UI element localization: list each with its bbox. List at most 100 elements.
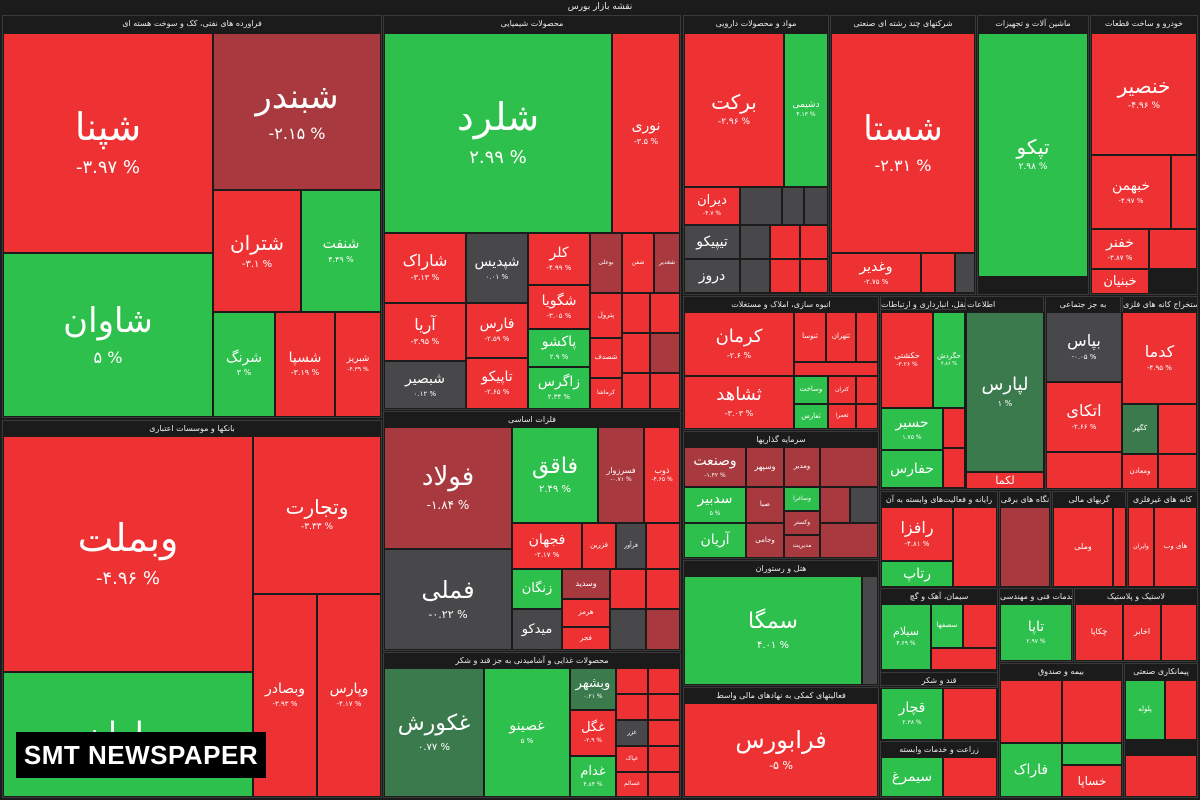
stock-tile[interactable]: قچار ۲.۳۸ % <box>881 688 943 740</box>
stock-tile[interactable]: شفن <box>622 233 654 293</box>
stock-tile[interactable]: کرمان -۲.۶ % <box>684 312 794 376</box>
stock-tile[interactable] <box>931 648 997 670</box>
stock-tile[interactable] <box>740 259 770 293</box>
stock-tile[interactable]: چکاپا <box>1075 604 1123 661</box>
stock-tile[interactable]: غدام ۴.۸۴ % <box>570 756 616 797</box>
stock-tile[interactable]: حسیر ۱.۷۵ % <box>881 408 943 450</box>
stock-tile[interactable]: وساخت <box>794 376 828 404</box>
stock-tile[interactable]: سمگا ۴.۰۱ % <box>684 576 862 685</box>
stock-tile[interactable]: زنگان <box>512 569 562 609</box>
stock-tile[interactable]: تیپیکو <box>684 225 740 259</box>
stock-tile[interactable]: وبشهر ۰.۲۱ % <box>570 668 616 710</box>
stock-tile[interactable]: ومدیر <box>784 447 820 487</box>
stock-tile[interactable]: نوری -۳.۵ % <box>612 33 680 233</box>
stock-tile[interactable]: وکستر <box>784 511 820 535</box>
stock-tile[interactable]: برکت -۲.۹۶ % <box>684 33 784 187</box>
stock-tile[interactable]: غگل -۲.۹ % <box>570 710 616 756</box>
stock-tile[interactable] <box>782 187 804 225</box>
stock-tile[interactable]: های وب <box>1154 507 1197 587</box>
stock-tile[interactable]: خبهمن -۴.۹۷ % <box>1091 155 1171 229</box>
stock-tile[interactable] <box>856 404 878 429</box>
stock-tile[interactable]: دروز <box>684 259 740 293</box>
stock-tile[interactable] <box>648 668 680 694</box>
stock-tile[interactable] <box>610 569 646 609</box>
stock-tile[interactable]: هرمز <box>562 599 610 627</box>
stock-tile[interactable]: اخابر <box>1123 604 1161 661</box>
stock-tile[interactable]: کگهر <box>1122 404 1158 454</box>
stock-tile[interactable] <box>921 253 955 293</box>
stock-tile[interactable]: وتجارت -۳.۳۳ % <box>253 436 381 594</box>
stock-tile[interactable]: حگردش ۴.۸۶ % <box>933 312 965 408</box>
stock-tile[interactable]: آریان <box>684 523 746 558</box>
stock-tile[interactable]: ثتهران <box>826 312 856 362</box>
stock-tile[interactable]: غکورش ۰.۷۷ % <box>384 668 484 797</box>
stock-tile[interactable] <box>800 225 828 259</box>
stock-tile[interactable]: وسدید <box>562 569 610 599</box>
stock-tile[interactable]: پلوله <box>1125 680 1165 740</box>
stock-tile[interactable] <box>953 507 997 587</box>
stock-tile[interactable] <box>804 187 828 225</box>
stock-tile[interactable] <box>1161 604 1197 661</box>
stock-tile[interactable]: دیران -۴.۷ % <box>684 187 740 225</box>
stock-tile[interactable] <box>856 312 878 362</box>
stock-tile[interactable] <box>1158 404 1197 454</box>
stock-tile[interactable] <box>770 259 800 293</box>
stock-tile[interactable] <box>646 569 680 609</box>
stock-tile[interactable]: شگویا -۳.۰۵ % <box>528 285 590 329</box>
stock-tile[interactable] <box>794 362 878 376</box>
stock-tile[interactable]: کرماشا <box>590 378 622 409</box>
stock-tile[interactable]: زاگرس ۲.۳۴ % <box>528 367 590 409</box>
stock-tile[interactable]: تاپا ۲.۹۷ % <box>1000 604 1072 661</box>
stock-tile[interactable] <box>1046 452 1122 489</box>
stock-tile[interactable]: سیلام ۴.۶۹ % <box>881 604 931 670</box>
stock-tile[interactable]: شستا -۲.۳۱ % <box>831 33 975 253</box>
stock-tile[interactable] <box>820 523 878 558</box>
stock-tile[interactable]: آریا -۳.۹۵ % <box>384 303 466 361</box>
stock-tile[interactable] <box>862 576 878 685</box>
stock-tile[interactable]: خفنر -۳.۸۷ % <box>1091 229 1149 269</box>
stock-tile[interactable] <box>1171 155 1197 229</box>
stock-tile[interactable]: وسپهر <box>746 447 784 487</box>
stock-tile[interactable] <box>1000 507 1050 587</box>
stock-tile[interactable]: بپاس -۰.۰۵ % <box>1046 312 1122 382</box>
stock-tile[interactable] <box>622 293 650 333</box>
stock-tile[interactable]: فاقق ۲.۴۹ % <box>512 427 598 523</box>
stock-tile[interactable]: سدبیر ۵ % <box>684 487 746 523</box>
stock-tile[interactable] <box>1113 507 1126 587</box>
stock-tile[interactable] <box>943 408 965 448</box>
stock-tile[interactable] <box>648 772 680 797</box>
stock-tile[interactable]: پاکشو ۲.۹ % <box>528 329 590 367</box>
stock-tile[interactable]: تپکو ۲.۹۸ % <box>978 33 1088 277</box>
stock-tile[interactable]: اتکای -۲.۶۶ % <box>1046 382 1122 452</box>
stock-tile[interactable]: خساپا <box>1062 765 1122 797</box>
stock-tile[interactable] <box>955 253 975 293</box>
stock-tile[interactable]: وغدیر -۲.۷۵ % <box>831 253 921 293</box>
stock-tile[interactable] <box>610 609 646 650</box>
stock-tile[interactable]: وپارس -۴.۱۷ % <box>317 594 381 797</box>
stock-tile[interactable]: شنفت ۴.۴۹ % <box>301 190 381 312</box>
stock-tile[interactable]: ثعمرا <box>828 404 856 429</box>
stock-tile[interactable]: وبصادر -۳.۹۳ % <box>253 594 317 797</box>
stock-tile[interactable] <box>943 448 965 488</box>
stock-tile[interactable] <box>740 187 782 225</box>
stock-tile[interactable]: مدیریت <box>784 535 820 558</box>
stock-tile[interactable]: بوعلی <box>590 233 622 293</box>
stock-tile[interactable]: فرابورس -۵ % <box>684 703 878 797</box>
stock-tile[interactable] <box>943 757 997 797</box>
stock-tile[interactable] <box>1149 229 1197 269</box>
stock-tile[interactable]: دشیمی ۴.۱۳ % <box>784 33 828 187</box>
stock-tile[interactable]: ذوب -۴.۶۵ % <box>644 427 680 523</box>
stock-tile[interactable] <box>856 376 878 404</box>
stock-tile[interactable] <box>943 688 997 740</box>
stock-tile[interactable]: غپاک <box>616 746 648 772</box>
stock-tile[interactable] <box>648 746 680 772</box>
stock-tile[interactable]: غصینو ۵ % <box>484 668 570 797</box>
stock-tile[interactable]: غزر <box>616 720 648 746</box>
stock-tile[interactable] <box>963 604 997 648</box>
stock-tile[interactable]: شپدیس ۰.۰۱ % <box>466 233 528 303</box>
stock-tile[interactable] <box>616 668 648 694</box>
stock-tile[interactable]: شغدیر <box>654 233 680 293</box>
stock-tile[interactable] <box>820 447 878 487</box>
stock-tile[interactable]: شپنا -۳.۹۷ % <box>3 33 213 253</box>
stock-tile[interactable]: فملی -۰.۲۲ % <box>384 549 512 650</box>
